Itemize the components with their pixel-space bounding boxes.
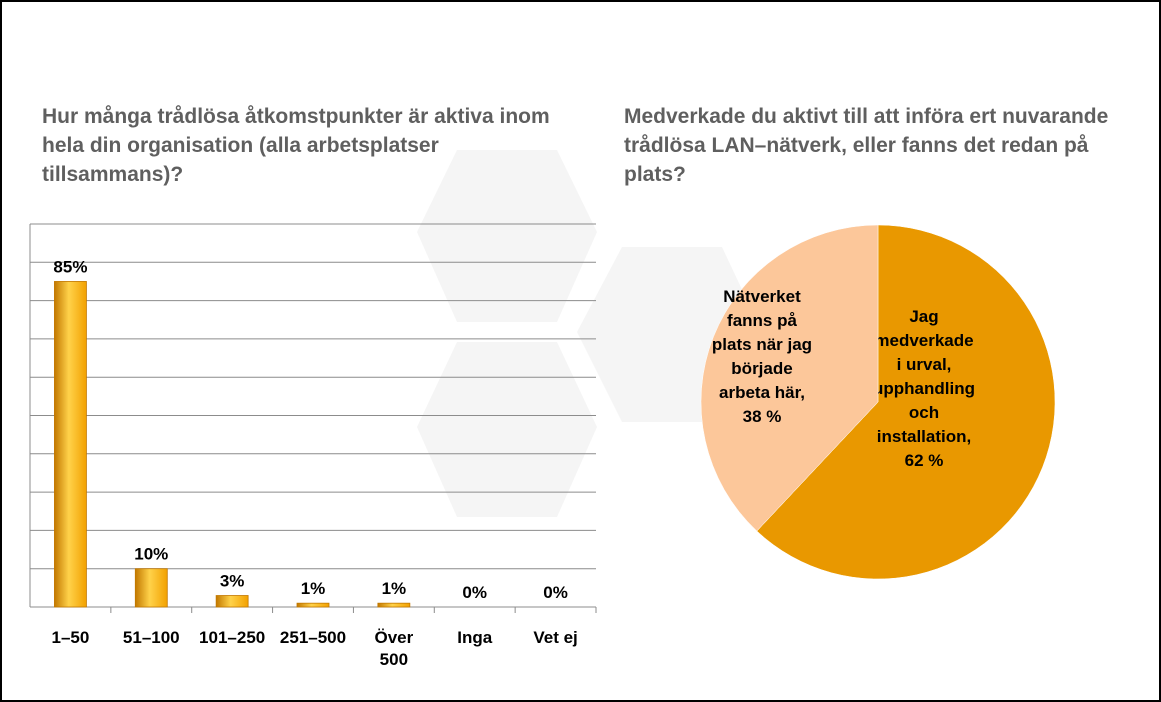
pie-chart: Jag medverkade i urval, upphandling och insta…: [700, 224, 1056, 580]
pie-slice: [700, 224, 879, 532]
pie-chart-title: Medverkade du aktivt till att införa ert…: [624, 105, 1109, 186]
x-tick-label: Över 500: [374, 628, 413, 669]
bar-value-label: 1%: [382, 579, 407, 598]
bar: [134, 568, 168, 608]
x-tick-label: Vet ej: [533, 628, 577, 647]
pie-slice: [756, 224, 1056, 580]
pie-slice-label: Nätverket fanns på plats när jag började arb…: [712, 287, 812, 426]
pie-slice-label: Jag medverkade i urval, upphandling och insta…: [873, 307, 975, 470]
x-tick-label: 51–100: [123, 628, 180, 647]
bar: [296, 602, 330, 608]
bar: [215, 595, 249, 608]
x-tick-label: Inga: [457, 628, 492, 647]
bar: [54, 281, 87, 608]
watermark-hexagon: [417, 150, 597, 322]
bar-value-label: 1%: [301, 579, 326, 598]
bar-value-label: 0%: [543, 583, 568, 602]
x-tick-label: 1–50: [52, 628, 90, 647]
bar: [377, 602, 411, 608]
bar-value-label: 3%: [220, 572, 245, 591]
bar-value-label: 0%: [462, 583, 487, 602]
watermark-hexagon: [417, 342, 597, 517]
bar-chart: 85% 1–50 10% 51–100 3% 101–250 1% 251–500 1% Över…: [29, 223, 597, 669]
bar-value-label: 85%: [53, 257, 87, 276]
x-tick-label: 101–250: [199, 628, 265, 647]
bar-value-label: 10%: [134, 545, 168, 564]
x-tick-label: 251–500: [280, 628, 346, 647]
bar-chart-title: Hur många trådlösa åtkomstpunkter är akt…: [42, 105, 550, 186]
